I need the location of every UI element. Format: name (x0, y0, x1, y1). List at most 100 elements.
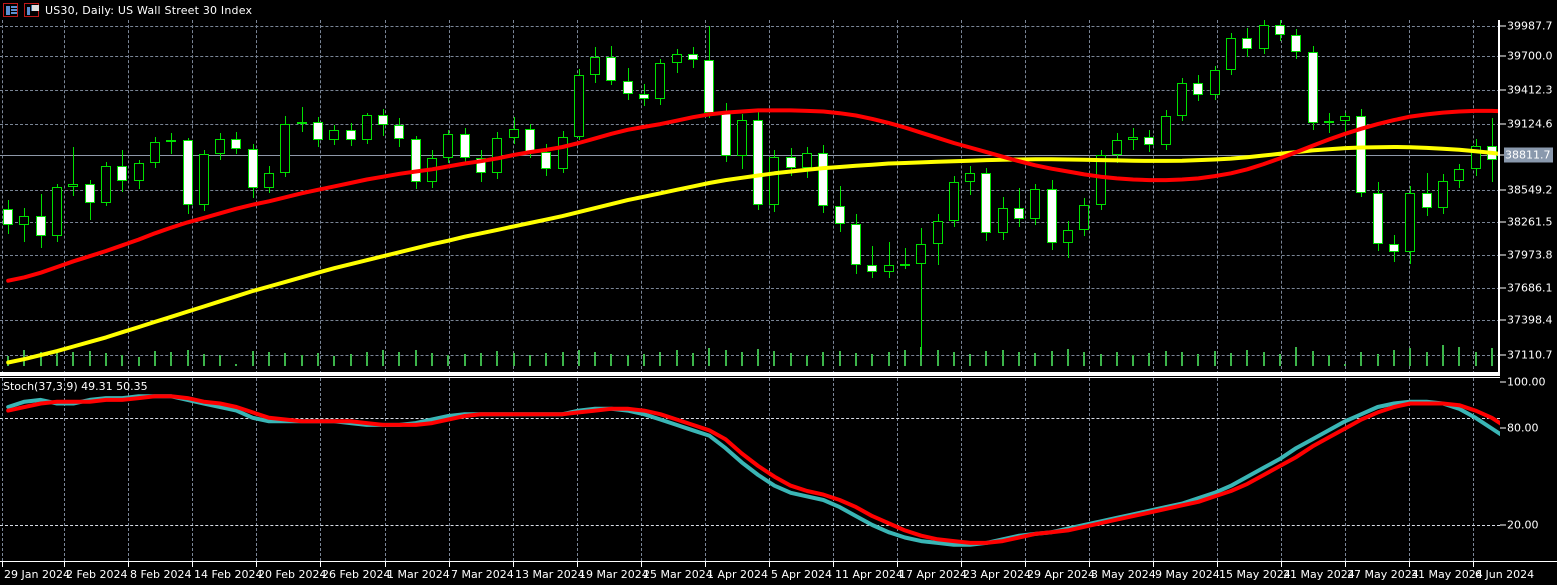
candle-body (753, 119, 763, 206)
price-axis[interactable]: 39987.7 39700.0 39412.3 39124.6 38811.7 38549… (1500, 0, 1557, 561)
time-gridline (961, 378, 962, 561)
candle-wick (171, 133, 172, 154)
candle-body (150, 142, 160, 163)
volume-bar (1115, 352, 1118, 366)
price-axis-tick (1500, 89, 1506, 91)
time-gridline (64, 378, 65, 561)
time-axis-label: 9 May 2024 (1155, 568, 1220, 581)
candle-body (965, 173, 975, 183)
candle-body (590, 56, 600, 75)
candle-body (525, 128, 535, 152)
candle-body (1144, 136, 1154, 145)
stochastic-pane[interactable]: Stoch(37,3,9) 49.31 50.35 (0, 378, 1500, 561)
candle-body (688, 54, 698, 61)
volume-bar (952, 351, 955, 366)
volume-bar (300, 354, 303, 366)
time-axis-label: 29 Apr 2024 (1027, 568, 1096, 581)
candle-wick (73, 146, 74, 197)
time-gridline (1409, 378, 1410, 561)
volume-bar (1393, 350, 1396, 366)
volume-bar (512, 353, 515, 366)
price-gridline (0, 124, 1498, 125)
time-axis-label: 19 Mar 2024 (579, 568, 649, 581)
time-gridline (385, 0, 386, 372)
volume-bar (936, 349, 939, 366)
volume-bar (773, 350, 776, 366)
time-gridline (897, 0, 898, 372)
stoch-level-line (0, 417, 1500, 419)
volume-bar (691, 353, 694, 366)
candle-body (1308, 52, 1318, 123)
time-axis-label: 8 Feb 2024 (130, 568, 192, 581)
data-window-icon[interactable] (3, 3, 18, 17)
time-axis-tick (128, 562, 129, 567)
candle-body (1193, 82, 1203, 96)
price-axis-tick (1500, 189, 1506, 191)
time-gridline (833, 378, 834, 561)
volume-bar (822, 352, 825, 366)
time-axis-tick (2, 562, 3, 567)
time-axis-tick (769, 562, 770, 567)
time-axis-tick (897, 562, 898, 567)
candle-body (492, 137, 502, 174)
time-axis-tick (833, 562, 834, 567)
candle-body (623, 80, 633, 95)
candle-body (704, 60, 714, 113)
time-axis-tick (641, 562, 642, 567)
candle-body (1471, 145, 1481, 169)
volume-bar (268, 351, 271, 366)
volume-bar (463, 354, 466, 366)
volume-bar (577, 349, 580, 366)
candle-body (85, 183, 95, 203)
price-gridline (0, 190, 1498, 191)
current-price-tag: 38811.7 (1504, 147, 1553, 163)
time-axis-tick (1409, 562, 1410, 567)
time-gridline (1217, 0, 1218, 372)
candle-body (769, 157, 779, 206)
candle-body (558, 136, 568, 169)
time-gridline (577, 0, 578, 372)
volume-bar (382, 350, 385, 366)
time-axis-label: 25 Mar 2024 (643, 568, 713, 581)
chart-window-icon[interactable] (24, 3, 39, 17)
time-axis-tick (256, 562, 257, 567)
volume-bar (1229, 353, 1232, 366)
candle-body (1226, 38, 1236, 71)
time-axis-tick (64, 562, 65, 567)
candle-body (949, 182, 959, 222)
volume-bar (235, 363, 238, 366)
candle-body (36, 215, 46, 237)
time-axis-label: 15 May 2024 (1219, 568, 1291, 581)
time-axis-label: 2 Feb 2024 (66, 568, 128, 581)
time-gridline (1281, 0, 1282, 372)
candle-body (378, 114, 388, 126)
volume-bar (1409, 348, 1412, 366)
volume-bar (1018, 351, 1021, 366)
stoch-axis-label: 20.00 (1507, 518, 1539, 532)
candle-body (1063, 230, 1073, 243)
stoch-axis-tick (1500, 427, 1506, 429)
time-gridline (1345, 378, 1346, 561)
time-axis-label: 17 Apr 2024 (899, 568, 968, 581)
time-axis[interactable]: 29 Jan 2024 2 Feb 2024 8 Feb 2024 14 Feb 20… (0, 561, 1557, 585)
chart-header: US30, Daily: US Wall Street 30 Index (0, 0, 1557, 20)
volume-bar (7, 356, 10, 366)
candle-body (867, 264, 877, 272)
candle-body (346, 129, 356, 141)
candle-body (802, 152, 812, 168)
volume-bar (202, 353, 205, 366)
time-gridline (1153, 0, 1154, 372)
volume-bar (1148, 353, 1151, 366)
time-gridline (705, 378, 706, 561)
candle-body (509, 128, 519, 138)
price-pane[interactable] (0, 0, 1500, 374)
candle-body (1373, 192, 1383, 245)
candle-body (411, 138, 421, 183)
time-gridline (769, 378, 770, 561)
volume-bar (104, 353, 107, 366)
candle-body (1324, 120, 1334, 123)
candle-body (443, 134, 453, 159)
volume-bar (708, 348, 711, 366)
indicator-label: Stoch(37,3,9) 49.31 50.35 (3, 380, 148, 393)
